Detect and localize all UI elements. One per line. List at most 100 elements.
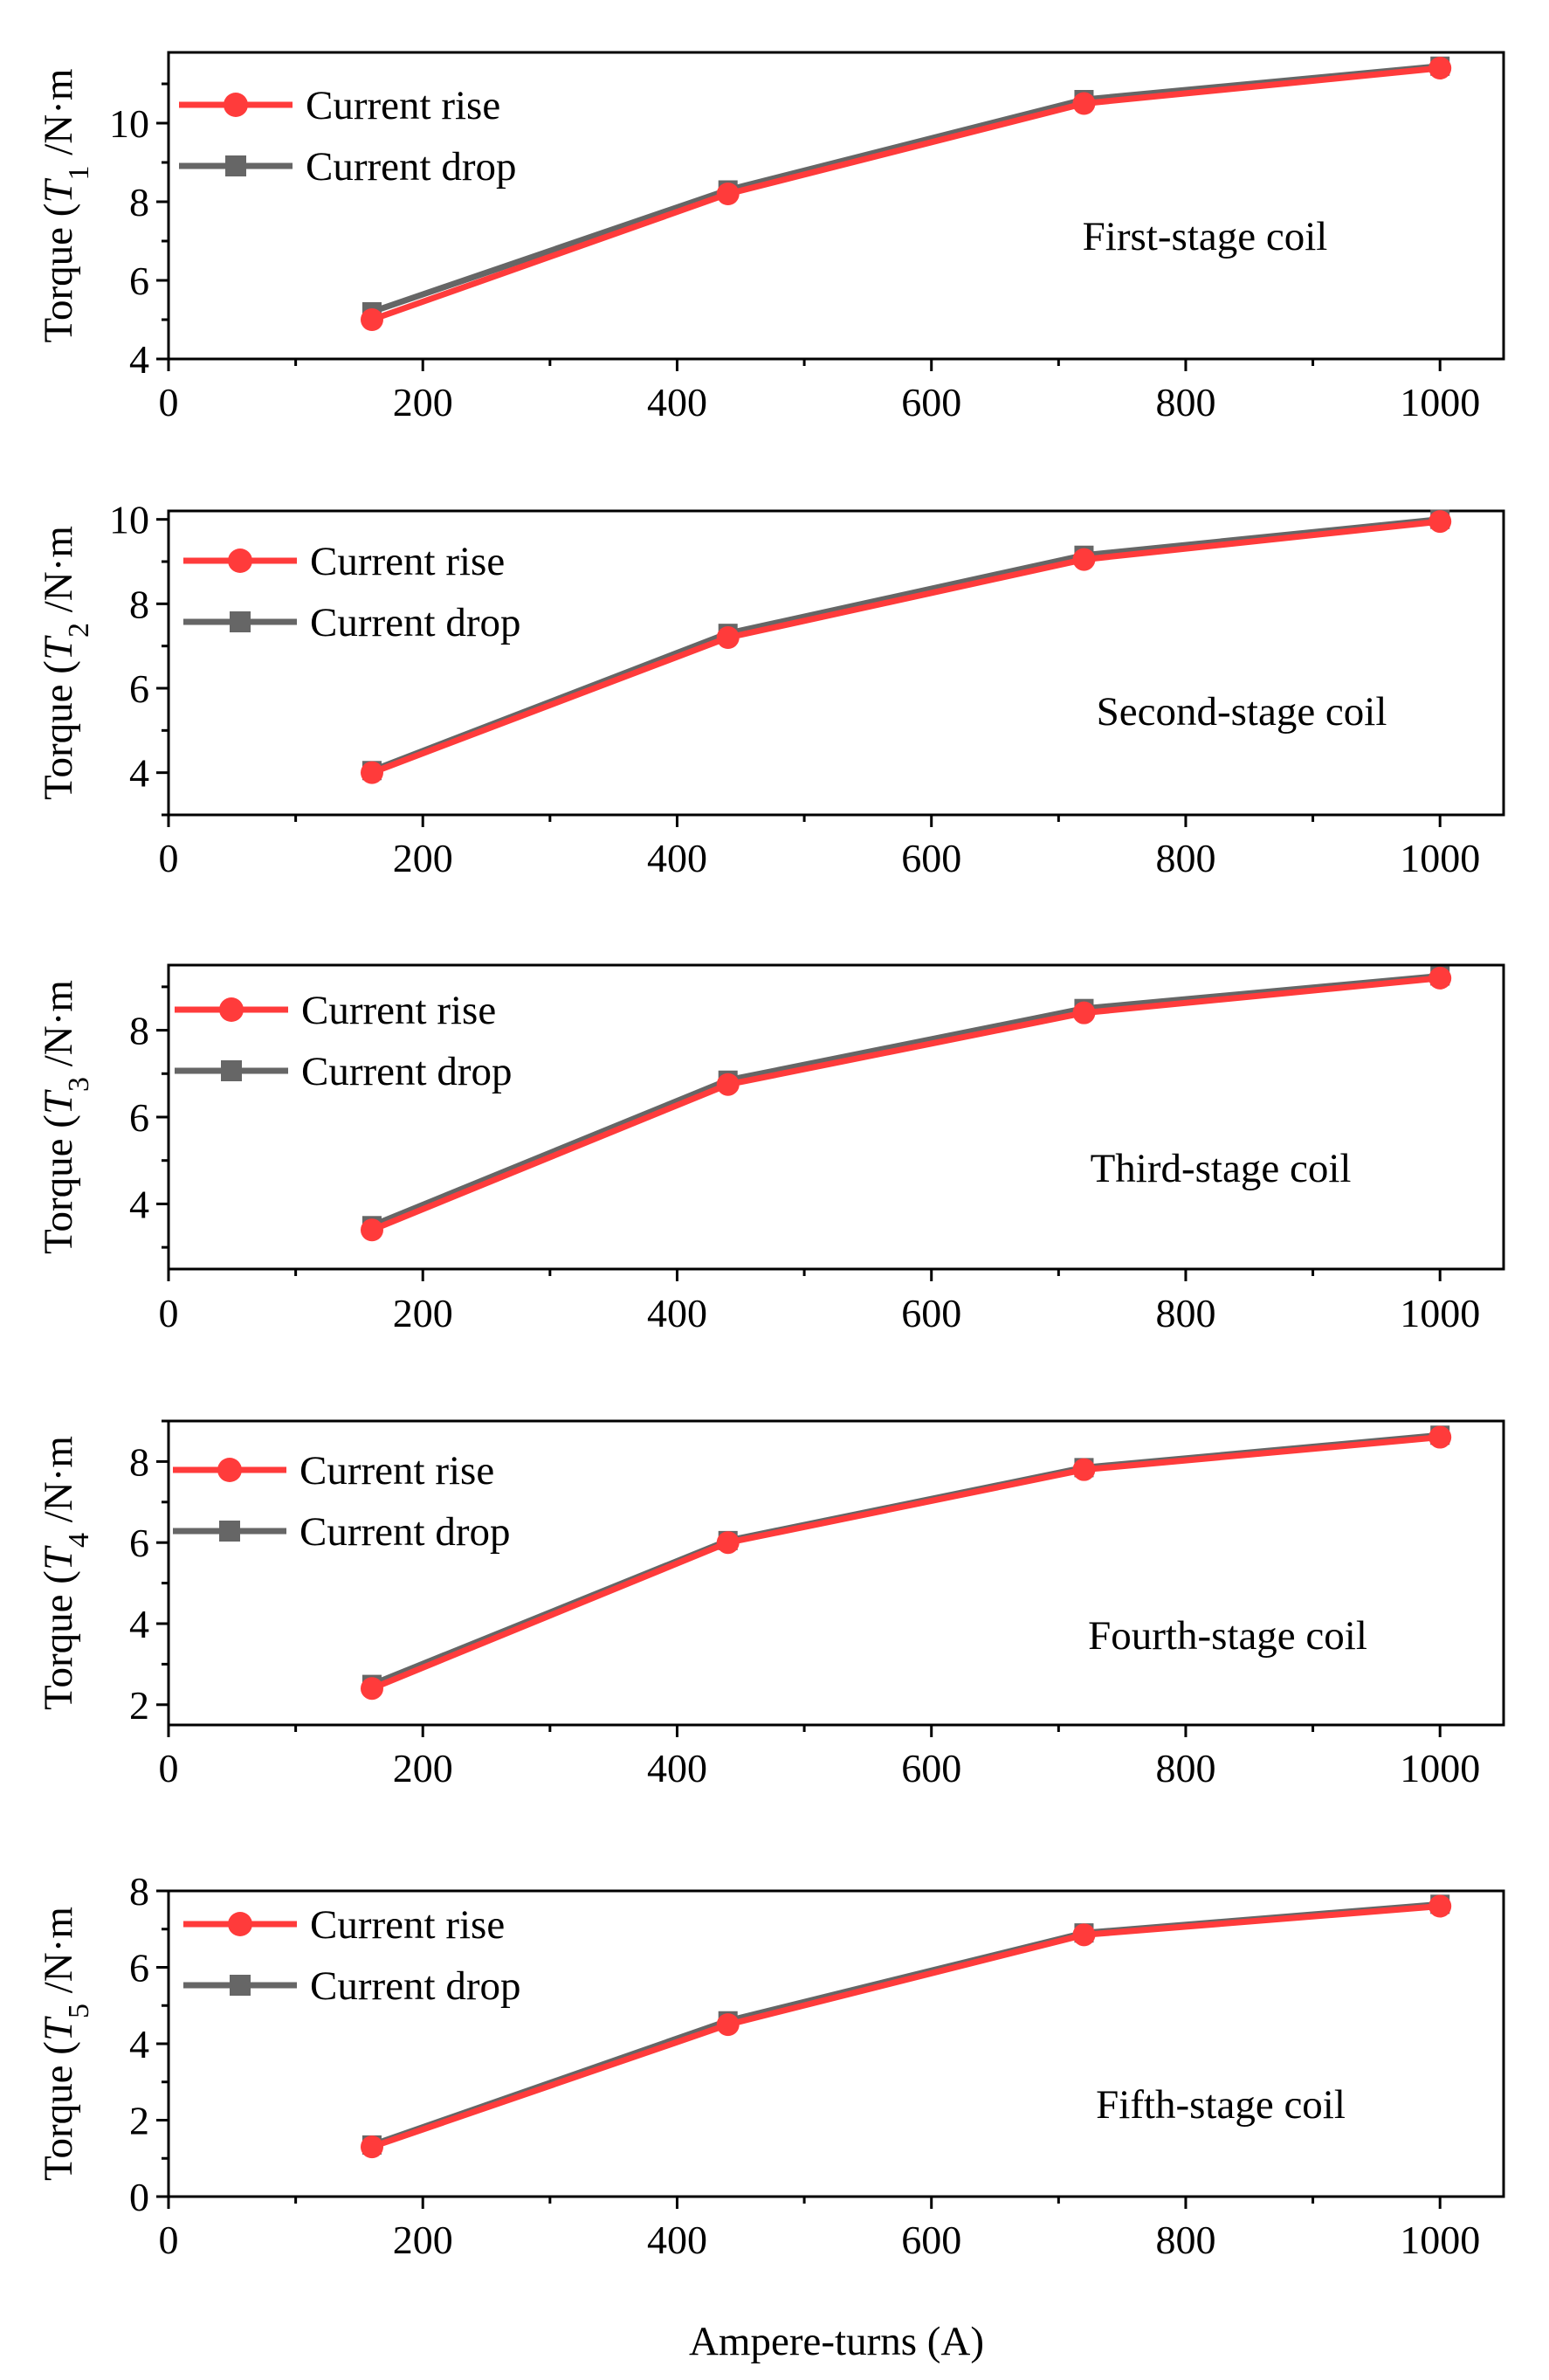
data-point-current-rise [1072, 1001, 1096, 1024]
stage-annotation: Fifth-stage coil [1096, 2082, 1346, 2128]
legend-marker [225, 155, 246, 176]
y-tick-label: 4 [129, 337, 149, 382]
x-tick-label: 0 [159, 380, 179, 424]
legend-label: Current rise [299, 1448, 494, 1494]
y-tick-label: 2 [129, 1683, 149, 1728]
data-point-current-rise [716, 183, 740, 205]
y-tick-label: 4 [129, 1602, 149, 1646]
legend-marker [217, 1458, 242, 1482]
y-tick-label: 8 [129, 1869, 149, 1914]
x-tick-label: 1000 [1400, 380, 1480, 424]
data-point-current-rise [1429, 510, 1452, 534]
y-tick-label: 6 [129, 666, 149, 711]
x-tick-label: 800 [1155, 836, 1215, 880]
data-point-current-rise [1072, 548, 1096, 571]
legend-marker [230, 1975, 251, 1996]
data-point-current-rise [1072, 92, 1096, 115]
y-tick-label: 8 [129, 1009, 149, 1053]
plot-frame [167, 509, 1505, 817]
y-tick-label: 8 [129, 180, 149, 224]
data-point-current-rise [1429, 1425, 1452, 1449]
x-tick-label: 0 [159, 1291, 179, 1335]
chart-panel-3: 0 200 400 600 800 1000 4 6 8 Torque (T3 /N·m Curre… [36, 963, 1505, 1335]
x-tick-label: 1000 [1400, 1291, 1480, 1335]
x-tick-label: 1000 [1400, 1746, 1480, 1790]
x-tick-label: 600 [901, 836, 961, 880]
data-point-current-rise [360, 1677, 383, 1700]
y-tick-label: 4 [129, 751, 149, 796]
stage-annotation: First-stage coil [1083, 214, 1328, 259]
legend-marker [224, 93, 248, 117]
legend-label: Current rise [306, 83, 500, 128]
legend-label: Current rise [310, 1902, 505, 1948]
data-point-current-rise [716, 626, 740, 649]
x-tick-label: 1000 [1400, 2218, 1480, 2262]
series-line-current-rise [370, 1434, 1441, 1692]
x-tick-label: 600 [901, 1746, 961, 1790]
stage-annotation: Third-stage coil [1091, 1146, 1352, 1191]
legend-marker [230, 611, 251, 632]
x-tick-label: 600 [901, 1291, 961, 1335]
legend-label: Current rise [310, 539, 505, 584]
x-tick-label: 600 [901, 2218, 961, 2262]
chart-panel-5: 0 200 400 600 800 1000 0 2 4 6 8 Torque (T5 /N·m Cur… [36, 1869, 1505, 2262]
x-tick-label: 1000 [1400, 836, 1480, 880]
legend-marker [221, 1060, 242, 1081]
y-tick-label: 4 [129, 1182, 149, 1226]
data-point-current-rise [360, 2135, 383, 2159]
x-axis-label: Ampere-turns (A) [689, 2319, 984, 2364]
legend-label: Current drop [310, 1963, 520, 2009]
x-tick-label: 0 [159, 1746, 179, 1790]
data-point-current-rise [1072, 1458, 1096, 1481]
data-point-current-rise [716, 1073, 740, 1096]
x-tick-label: 400 [647, 1291, 707, 1335]
data-point-current-rise [360, 308, 383, 331]
chart-panel-2: 0 200 400 600 800 1000 4 6 8 10 Torque (T2 /N·m Cur… [36, 498, 1505, 880]
y-tick-label: 10 [109, 101, 149, 146]
y-tick-label: 2 [129, 2099, 149, 2143]
x-tick-label: 800 [1155, 1291, 1215, 1335]
series-line-current-rise [370, 518, 1441, 776]
series-line-current-rise [370, 65, 1441, 323]
data-point-current-rise [716, 2013, 740, 2037]
data-point-current-rise [716, 1531, 740, 1555]
y-tick-label: 0 [129, 2175, 149, 2219]
data-point-current-rise [1072, 1923, 1096, 1947]
x-tick-label: 400 [647, 836, 707, 880]
y-tick-label: 8 [129, 582, 149, 626]
y-tick-label: 4 [129, 2022, 149, 2066]
y-tick-label: 6 [129, 259, 149, 303]
x-tick-label: 0 [159, 2218, 179, 2262]
y-axis-label: Torque (T3 /N·m [36, 980, 95, 1254]
data-point-current-rise [1429, 1894, 1452, 1918]
legend-label: Current drop [306, 144, 516, 190]
y-tick-label: 8 [129, 1439, 149, 1484]
y-axis-label: Torque (T4 /N·m [36, 1436, 95, 1710]
legend-marker [219, 1521, 240, 1542]
data-point-current-rise [1429, 57, 1452, 79]
x-tick-label: 200 [393, 1746, 453, 1790]
x-tick-label: 800 [1155, 1746, 1215, 1790]
series-line-current-rise [370, 1903, 1441, 2150]
legend-label: Current drop [301, 1049, 512, 1094]
series-line-current-rise [370, 975, 1441, 1233]
data-point-current-rise [360, 1218, 383, 1242]
y-axis-label: Torque (T2 /N·m [36, 526, 95, 800]
x-tick-label: 400 [647, 380, 707, 424]
legend-marker [219, 997, 244, 1022]
y-axis-label: Torque (T1 /N·m [36, 69, 95, 343]
x-tick-label: 0 [159, 836, 179, 880]
x-tick-label: 200 [393, 380, 453, 424]
x-tick-label: 400 [647, 1746, 707, 1790]
x-tick-label: 400 [647, 2218, 707, 2262]
series-line-current-drop [370, 972, 1441, 1229]
data-point-current-rise [1429, 966, 1452, 990]
legend-marker [228, 1912, 252, 1936]
y-tick-label: 10 [109, 498, 149, 542]
chart-panel-4: 0 200 400 600 800 1000 2 4 6 8 Torque (T4 /N·m Curr… [36, 1419, 1505, 1790]
plot-frame [167, 51, 1505, 361]
y-axis-label: Torque (T5 /N·m [36, 1907, 95, 2181]
x-tick-label: 800 [1155, 2218, 1215, 2262]
